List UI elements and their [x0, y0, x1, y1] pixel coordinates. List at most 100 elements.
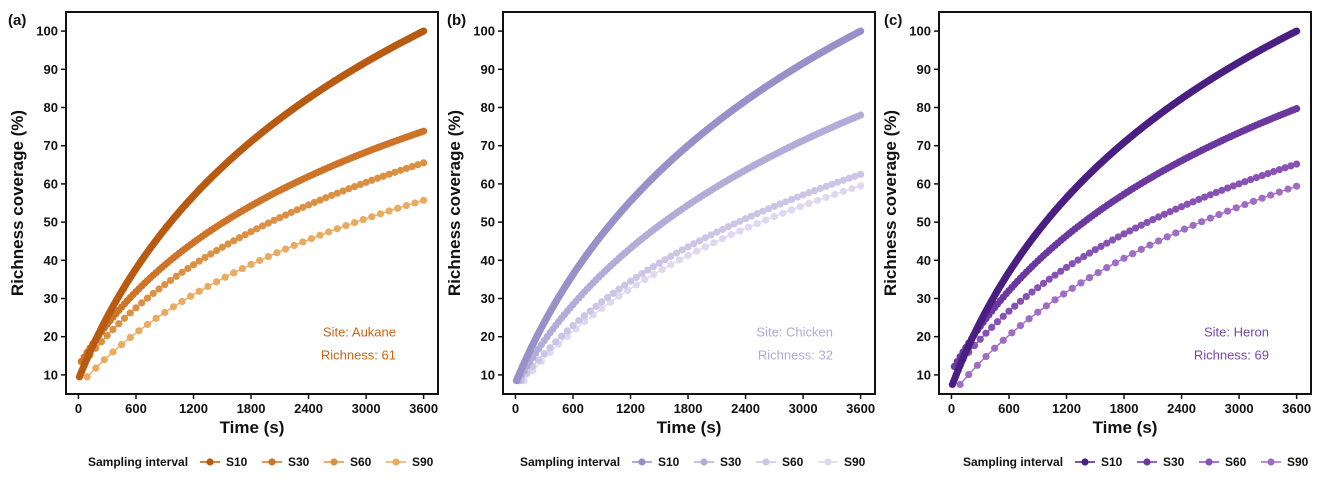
- panel-label: (a): [8, 12, 26, 29]
- data-point: [290, 241, 298, 250]
- data-point: [701, 243, 709, 251]
- data-point: [1252, 173, 1260, 182]
- data-point: [368, 176, 376, 184]
- data-point: [221, 273, 229, 281]
- data-point: [391, 168, 399, 176]
- data-point: [143, 320, 152, 329]
- data-point: [1189, 198, 1197, 206]
- y-axis-title: Richness coverage (%): [881, 110, 900, 296]
- data-point: [1074, 256, 1082, 264]
- data-point: [811, 187, 819, 195]
- data-point: [1163, 233, 1171, 241]
- panel-label: (c): [884, 12, 902, 29]
- data-point: [1137, 221, 1145, 229]
- data-point: [744, 223, 753, 231]
- y-tick-label: 50: [44, 215, 58, 230]
- data-point: [710, 239, 718, 247]
- x-tick-label: 600: [562, 401, 584, 416]
- data-point: [753, 220, 761, 228]
- data-point: [759, 207, 767, 215]
- data-point: [693, 247, 701, 255]
- data-point: [839, 187, 847, 196]
- data-point: [230, 237, 238, 245]
- data-point: [805, 199, 813, 208]
- data-point: [195, 287, 203, 295]
- data-point: [411, 199, 419, 207]
- data-point: [1114, 233, 1122, 241]
- data-point: [1146, 241, 1154, 249]
- data-point: [385, 170, 393, 178]
- data-point: [350, 182, 359, 191]
- data-point: [834, 178, 842, 186]
- data-point: [563, 332, 571, 340]
- data-point: [394, 204, 402, 212]
- series-S10: [948, 27, 1301, 389]
- data-point: [776, 200, 784, 208]
- data-point: [718, 235, 727, 243]
- data-point: [552, 338, 560, 346]
- data-point: [97, 338, 106, 346]
- data-point: [1051, 296, 1059, 304]
- series-line-S90: [86, 199, 424, 378]
- data-point: [592, 302, 600, 310]
- data-point: [667, 261, 675, 269]
- chart-panel-1: (a) 0 600 1200 1800 2400 3000 3600 10 20 30 40 50 60 7…: [8, 11, 439, 469]
- data-point: [649, 262, 658, 271]
- plot-frame: [938, 11, 1312, 395]
- legend-entry-S30: S30: [1163, 455, 1185, 469]
- data-point: [161, 281, 169, 289]
- richness-label: Richness: 69: [1194, 348, 1269, 363]
- x-axis-title: Time (s): [220, 418, 285, 437]
- data-point: [247, 228, 255, 236]
- data-point: [1103, 264, 1111, 272]
- data-point: [736, 227, 744, 235]
- data-point: [109, 348, 117, 356]
- chart-panel-3: (c) 0 600 1200 1800 2400 3000 3600 10 20 30 40 50 60 7…: [881, 11, 1312, 469]
- data-point: [796, 203, 804, 211]
- y-tick-label: 80: [917, 100, 931, 115]
- data-point: [1229, 182, 1237, 190]
- y-tick-label: 40: [917, 253, 931, 268]
- data-point: [736, 217, 744, 225]
- data-point: [1264, 169, 1272, 178]
- data-point: [822, 182, 830, 190]
- plot-frame: [502, 11, 876, 395]
- y-tick-label: 90: [44, 62, 58, 77]
- legend-key-point: [330, 458, 338, 466]
- data-point: [126, 333, 134, 342]
- data-point: [764, 205, 773, 213]
- data-point: [100, 356, 108, 364]
- series-S90: [956, 182, 1301, 389]
- legend-key-point: [1143, 458, 1151, 466]
- data-point: [109, 325, 117, 334]
- x-tick-label: 3600: [846, 401, 875, 416]
- legend-entry-S10: S10: [658, 455, 680, 469]
- data-point: [684, 251, 692, 260]
- data-point: [762, 216, 770, 224]
- y-tick-label: 10: [44, 367, 58, 382]
- data-point: [204, 282, 212, 291]
- data-point: [638, 270, 646, 278]
- data-point: [1154, 237, 1163, 245]
- data-point: [713, 228, 721, 236]
- data-point: [359, 216, 367, 224]
- chart-panel-2: (b) 0 600 1200 1800 2400 3000 3600 10 20 30 40 50 60 7…: [445, 11, 876, 469]
- data-point: [667, 252, 675, 260]
- series-line-S90: [959, 185, 1297, 385]
- data-point: [1085, 274, 1094, 282]
- legend-key-point: [268, 458, 276, 466]
- data-point: [1180, 225, 1189, 233]
- y-tick-label: 70: [481, 138, 495, 153]
- data-point: [988, 323, 996, 331]
- data-point: [1016, 322, 1025, 330]
- data-point: [658, 265, 666, 274]
- data-point: [851, 172, 859, 180]
- y-tick-label: 20: [481, 329, 495, 344]
- site-label: Site: Aukane: [323, 325, 396, 340]
- data-point: [149, 289, 157, 298]
- data-point: [420, 196, 428, 204]
- data-point: [1160, 210, 1168, 218]
- y-tick-label: 40: [481, 253, 495, 268]
- y-tick-label: 50: [917, 215, 931, 230]
- data-point: [1045, 275, 1053, 283]
